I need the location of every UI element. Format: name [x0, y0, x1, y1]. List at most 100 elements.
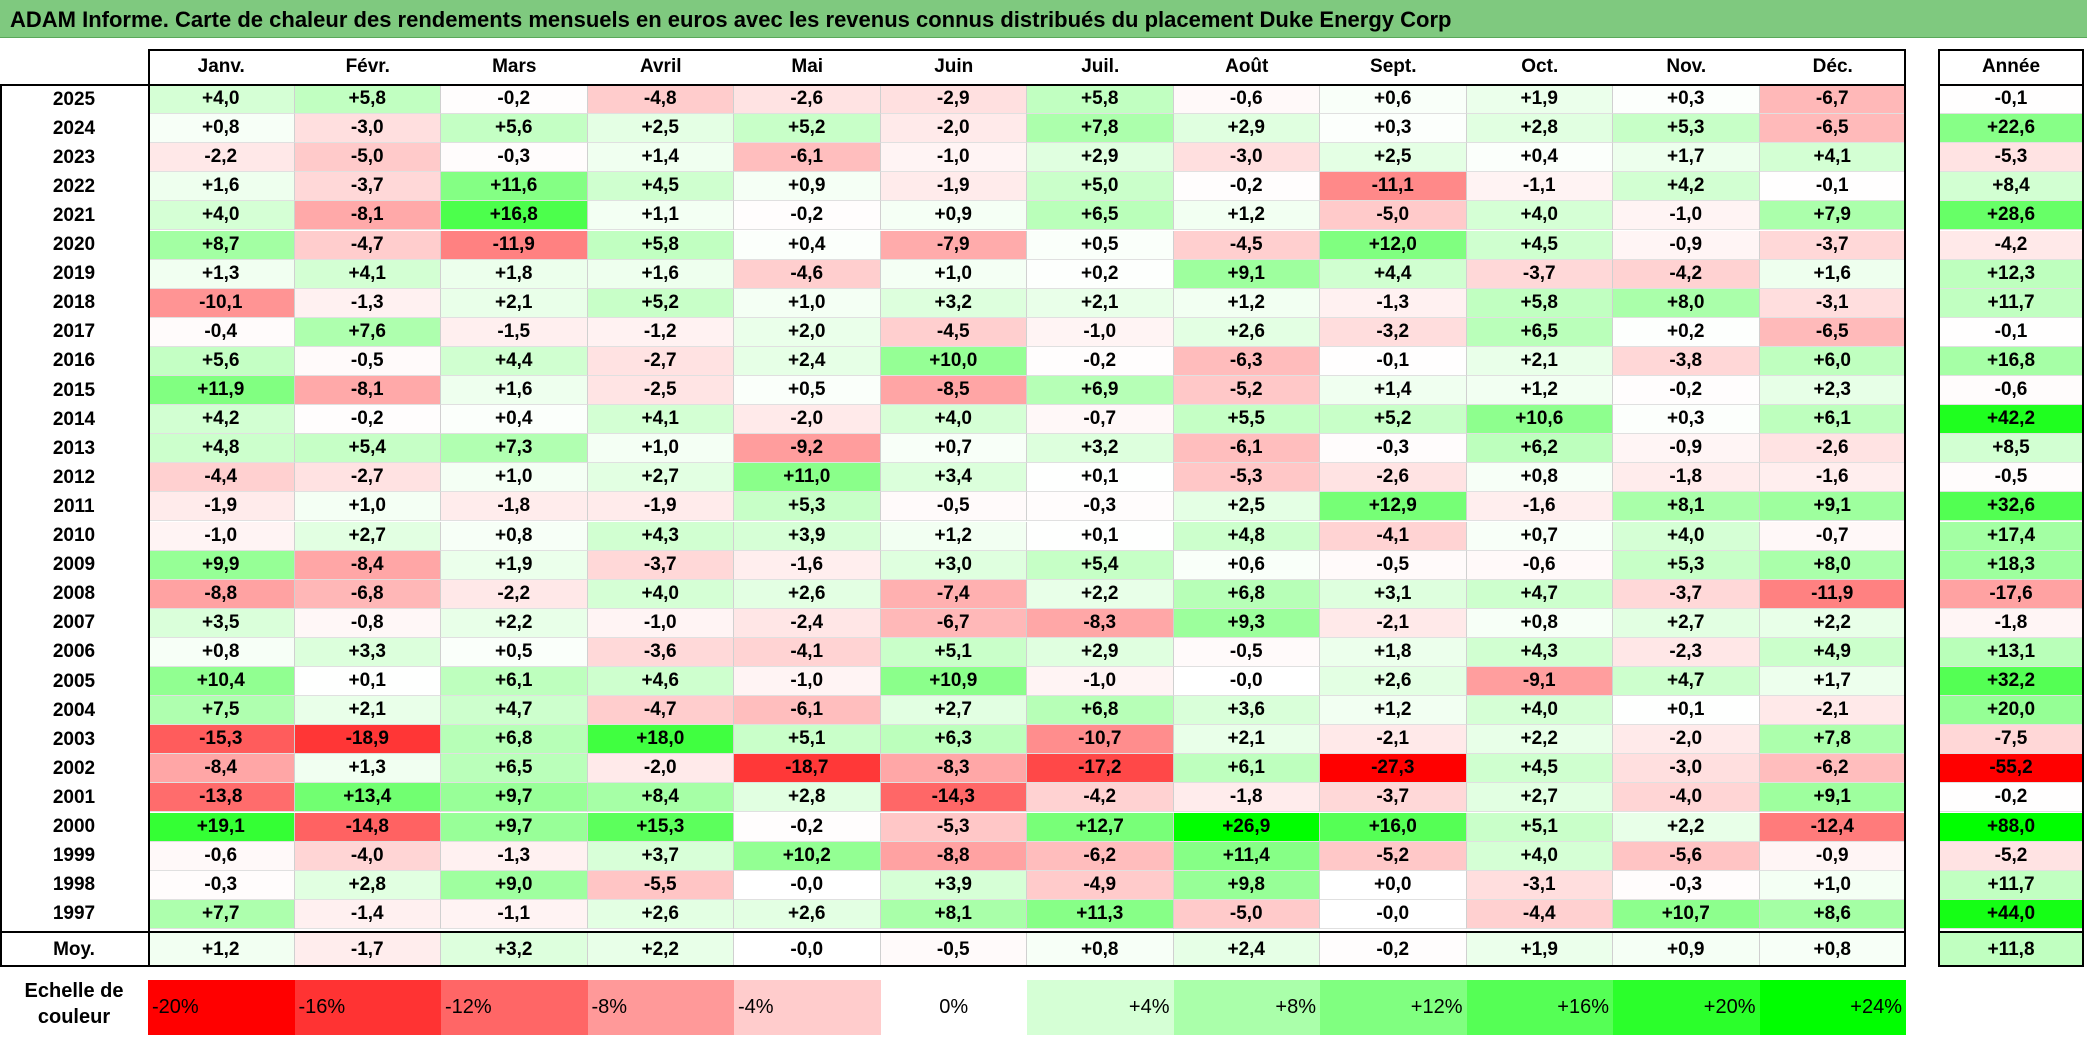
heatmap-cell: -8,4	[294, 550, 441, 580]
heatmap-cell: +3,2	[880, 288, 1027, 318]
year-label: 2024	[52, 117, 96, 139]
heatmap-cell: -10,1	[148, 288, 295, 318]
average-cell: +0,8	[1759, 932, 1906, 967]
annual-cell: +88,0	[1938, 812, 2084, 842]
heatmap-cell: -5,3	[880, 812, 1027, 842]
heatmap-cell: +4,5	[587, 172, 734, 202]
heatmap-cell: -10,7	[1027, 725, 1174, 755]
annual-cell: +8,5	[1938, 434, 2084, 464]
heatmap-cell: -17,2	[1027, 754, 1174, 784]
heatmap-cell: +11,4	[1173, 841, 1320, 871]
legend-swatch: +8%	[1173, 980, 1320, 1035]
average-label: Moy.	[53, 938, 95, 960]
heatmap-cell: +2,6	[1320, 667, 1467, 697]
heatmap-cell: +2,8	[1466, 114, 1613, 144]
heatmap-cell: -4,5	[880, 317, 1027, 347]
average-cell: +0,8	[1027, 932, 1174, 967]
heatmap-cell: -6,1	[734, 143, 881, 173]
heatmap-cell: -14,3	[880, 783, 1027, 813]
heatmap-cell: +4,3	[587, 521, 734, 551]
heatmap-cell: -3,7	[587, 550, 734, 580]
heatmap-cell: +18,0	[587, 725, 734, 755]
heatmap-cell: +8,7	[148, 230, 295, 260]
year-label: 2011	[53, 495, 95, 517]
month-header: Janv.	[197, 55, 245, 77]
heatmap-cell: +0,3	[1320, 114, 1467, 144]
heatmap-cell: +1,6	[441, 376, 588, 406]
heatmap-cell: -13,8	[148, 783, 295, 813]
heatmap-cell: -3,7	[1759, 230, 1906, 260]
average-cell: -1,7	[294, 932, 441, 967]
heatmap-cell: +4,2	[1613, 172, 1760, 202]
chart-title: ADAM Informe. Carte de chaleur des rende…	[10, 7, 1452, 32]
heatmap-cell: -1,0	[587, 608, 734, 638]
heatmap-cell: +1,6	[587, 259, 734, 289]
heatmap-cell: -0,9	[1613, 434, 1760, 464]
title-bar: ADAM Informe. Carte de chaleur des rende…	[0, 0, 2087, 38]
heatmap-cell: +2,6	[734, 899, 881, 929]
heatmap-cell: -12,4	[1759, 812, 1906, 842]
year-label: 2005	[52, 670, 96, 692]
heatmap-cell: +1,2	[1173, 201, 1320, 231]
year-label: 2018	[52, 292, 96, 314]
heatmap-cell: +4,9	[1759, 637, 1906, 667]
heatmap-cell: -4,0	[1613, 783, 1760, 813]
heatmap-cell: +7,6	[294, 317, 441, 347]
heatmap-cell: -1,9	[880, 172, 1027, 202]
annual-cell: -1,8	[1938, 608, 2084, 638]
heatmap-cell: +2,1	[441, 288, 588, 318]
heatmap-cell: +13,4	[294, 783, 441, 813]
heatmap-cell: +0,8	[148, 114, 295, 144]
heatmap-cell: +4,4	[1320, 259, 1467, 289]
heatmap-cell: +0,4	[734, 230, 881, 260]
heatmap-cell: -8,5	[880, 376, 1027, 406]
heatmap-cell: +8,1	[1613, 492, 1760, 522]
heatmap-cell: +2,6	[587, 899, 734, 929]
heatmap-cell: +2,7	[880, 696, 1027, 726]
heatmap-cell: +11,3	[1027, 899, 1174, 929]
heatmap-cell: +4,1	[587, 405, 734, 435]
legend-label: Echelle de couleur	[24, 980, 124, 1028]
heatmap-cell: -4,6	[734, 259, 881, 289]
heatmap-cell: +2,9	[1027, 143, 1174, 173]
heatmap-cell: -0,6	[1466, 550, 1613, 580]
heatmap-cell: -0,7	[1027, 405, 1174, 435]
heatmap-cell: +2,9	[1173, 114, 1320, 144]
heatmap-cell: +6,8	[1173, 579, 1320, 609]
heatmap-cell: +9,1	[1173, 259, 1320, 289]
heatmap-cell: +7,8	[1759, 725, 1906, 755]
heatmap-cell: +2,2	[1466, 725, 1613, 755]
month-header: Févr.	[345, 55, 390, 77]
year-label: 2017	[52, 321, 96, 343]
heatmap-cell: -2,5	[587, 376, 734, 406]
year-label: 2002	[52, 757, 96, 779]
heatmap-cell: -8,8	[148, 579, 295, 609]
heatmap-cell: +9,1	[1759, 492, 1906, 522]
heatmap-cell: -11,9	[441, 230, 588, 260]
heatmap-cell: +16,8	[441, 201, 588, 231]
annual-cell: -0,5	[1938, 463, 2084, 493]
heatmap-cell: +5,8	[587, 230, 734, 260]
heatmap-cell: +4,8	[148, 434, 295, 464]
year-label: 2010	[52, 525, 96, 547]
heatmap-cell: -0,9	[1759, 841, 1906, 871]
annual-cell: -5,3	[1938, 143, 2084, 173]
heatmap-cell: +5,1	[1466, 812, 1613, 842]
heatmap-cell: +7,8	[1027, 114, 1174, 144]
heatmap-cell: -4,8	[587, 85, 734, 115]
heatmap-cell: -0,1	[1320, 346, 1467, 376]
heatmap-cell: -4,7	[587, 696, 734, 726]
heatmap-cell: +1,0	[441, 463, 588, 493]
heatmap-cell: +11,9	[148, 376, 295, 406]
annual-cell: +28,6	[1938, 201, 2084, 231]
heatmap-cell: -2,3	[1613, 637, 1760, 667]
heatmap-cell: +10,9	[880, 667, 1027, 697]
month-header: Mai	[791, 55, 824, 77]
heatmap-cell: +2,2	[441, 608, 588, 638]
heatmap-cell: +1,3	[294, 754, 441, 784]
heatmap-cell: +5,3	[1613, 114, 1760, 144]
heatmap-cell: -6,2	[1759, 754, 1906, 784]
year-label: 2025	[52, 88, 96, 110]
heatmap-cell: +3,9	[734, 521, 881, 551]
heatmap-cell: +19,1	[148, 812, 295, 842]
